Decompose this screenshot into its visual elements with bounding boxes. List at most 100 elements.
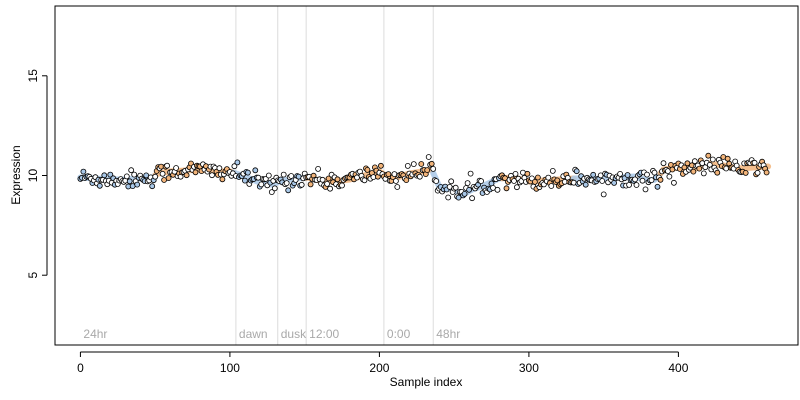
data-point bbox=[461, 190, 468, 197]
data-point bbox=[512, 170, 519, 177]
data-point bbox=[131, 171, 138, 178]
data-point bbox=[503, 185, 510, 192]
data-point bbox=[164, 162, 171, 169]
data-point bbox=[632, 176, 638, 183]
data-point bbox=[494, 186, 501, 193]
data-point bbox=[626, 181, 632, 188]
data-point bbox=[265, 172, 272, 179]
data-point bbox=[392, 178, 399, 184]
data-point bbox=[742, 169, 749, 176]
data-point bbox=[244, 169, 251, 176]
x-tick-label: 0 bbox=[77, 361, 84, 375]
data-point bbox=[327, 185, 334, 192]
data-point bbox=[219, 176, 226, 183]
x-axis: 0 100 200 300 400 bbox=[77, 351, 689, 375]
data-point bbox=[648, 177, 655, 184]
data-points bbox=[77, 152, 770, 202]
data-point bbox=[418, 161, 425, 167]
data-point bbox=[283, 180, 290, 187]
data-point bbox=[126, 178, 133, 185]
data-point bbox=[705, 152, 712, 159]
data-point bbox=[724, 155, 731, 162]
data-point bbox=[754, 169, 761, 176]
data-point bbox=[696, 165, 703, 172]
y-tick-label: 15 bbox=[26, 69, 40, 83]
data-point bbox=[639, 177, 646, 184]
data-point bbox=[319, 176, 326, 183]
data-point bbox=[549, 167, 556, 174]
data-point bbox=[394, 184, 401, 190]
data-point bbox=[377, 162, 384, 169]
data-point bbox=[96, 182, 103, 189]
data-point bbox=[128, 167, 135, 174]
data-point bbox=[535, 174, 541, 181]
segment-label: 24hr bbox=[83, 327, 107, 341]
segment-label: dusk bbox=[281, 327, 307, 341]
data-point bbox=[159, 170, 166, 177]
data-point bbox=[425, 154, 432, 160]
data-point bbox=[590, 171, 597, 178]
data-point bbox=[268, 189, 275, 196]
data-point bbox=[430, 165, 437, 172]
data-point bbox=[361, 177, 368, 184]
data-point bbox=[404, 162, 411, 169]
data-point bbox=[339, 182, 345, 189]
data-point bbox=[633, 182, 640, 188]
segment-label: 0:00 bbox=[387, 327, 411, 341]
x-tick-label: 300 bbox=[519, 361, 539, 375]
data-point bbox=[149, 183, 156, 190]
data-point bbox=[573, 168, 580, 175]
data-point bbox=[709, 156, 716, 163]
data-point bbox=[80, 168, 87, 175]
data-point bbox=[183, 172, 190, 179]
data-point bbox=[216, 165, 223, 172]
data-point bbox=[599, 178, 606, 184]
data-point bbox=[455, 194, 462, 201]
data-point bbox=[107, 171, 114, 178]
x-tick-label: 100 bbox=[220, 361, 240, 375]
data-point bbox=[469, 195, 476, 202]
y-axis: 5 10 15 bbox=[26, 69, 48, 279]
data-point bbox=[763, 169, 770, 176]
data-point bbox=[234, 159, 241, 166]
x-axis-label: Sample index bbox=[390, 375, 463, 389]
segment-label: 12:00 bbox=[309, 327, 339, 341]
data-point bbox=[192, 169, 199, 176]
data-point bbox=[324, 180, 331, 187]
data-point bbox=[600, 191, 607, 198]
data-point bbox=[545, 174, 552, 181]
data-point bbox=[478, 178, 485, 185]
data-point bbox=[624, 172, 631, 178]
data-point bbox=[271, 185, 278, 192]
data-point bbox=[298, 181, 305, 188]
data-point bbox=[524, 170, 531, 177]
data-point bbox=[364, 166, 371, 173]
data-point bbox=[307, 181, 314, 188]
data-point bbox=[657, 176, 664, 183]
data-point bbox=[690, 168, 697, 175]
data-point bbox=[445, 194, 452, 201]
data-point bbox=[433, 178, 440, 185]
data-point bbox=[642, 186, 649, 193]
data-point bbox=[231, 163, 238, 170]
data-point bbox=[466, 186, 473, 193]
data-point bbox=[660, 160, 667, 167]
data-point bbox=[173, 165, 180, 171]
data-point bbox=[252, 167, 259, 174]
segment-label: dawn bbox=[239, 327, 268, 341]
data-point bbox=[554, 177, 561, 184]
y-axis-label: Expression bbox=[9, 145, 23, 204]
x-tick-label: 200 bbox=[369, 361, 389, 375]
x-tick-label: 400 bbox=[668, 361, 688, 375]
data-point bbox=[714, 169, 721, 176]
data-point bbox=[617, 170, 623, 177]
data-point bbox=[123, 173, 130, 180]
data-point bbox=[671, 179, 677, 186]
data-point bbox=[511, 178, 517, 184]
data-point bbox=[700, 170, 707, 177]
data-point bbox=[532, 178, 538, 185]
y-tick-label: 10 bbox=[26, 169, 40, 183]
data-point bbox=[654, 183, 661, 190]
